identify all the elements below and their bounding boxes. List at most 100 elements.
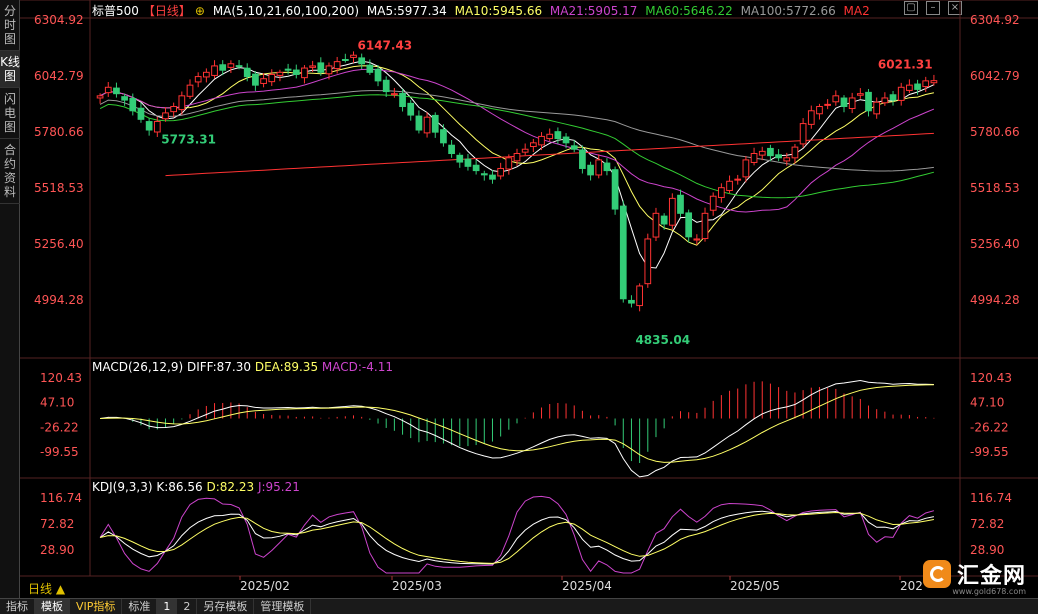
candle-body bbox=[856, 93, 864, 96]
candle-body bbox=[333, 61, 341, 70]
macd-dea-line bbox=[100, 384, 934, 463]
day-period-toggle[interactable]: 日线 ▲ bbox=[28, 582, 66, 596]
candle-body bbox=[513, 153, 521, 162]
settings-icon[interactable]: ⊕ bbox=[194, 4, 205, 18]
candle-body bbox=[636, 285, 643, 307]
side-tab-timeshare[interactable]: 分时图 bbox=[0, 0, 20, 51]
date-label: 2025/05 bbox=[730, 579, 780, 593]
price-tick-right: 5518.53 bbox=[970, 181, 1020, 195]
candle-body bbox=[472, 164, 480, 172]
window-restore-icon[interactable]: ▢ bbox=[904, 1, 918, 15]
candle-body bbox=[742, 159, 750, 178]
price-tick-left: 5256.40 bbox=[34, 237, 84, 251]
candle-body bbox=[889, 94, 897, 101]
tab-save-template[interactable]: 另存模板 bbox=[197, 599, 255, 614]
side-tab-contract[interactable]: 合约资料 bbox=[0, 139, 20, 204]
candle-body bbox=[677, 194, 684, 214]
candle-body bbox=[366, 64, 374, 73]
candle-body bbox=[202, 71, 210, 78]
bottom-toolbar: 指标 模板 VIP指标 标准 1 2 另存模板 管理模板 bbox=[0, 598, 1038, 614]
candle-body bbox=[816, 106, 823, 115]
price-tick-right: 4994.28 bbox=[970, 293, 1020, 307]
kdj-tick-left: 72.82 bbox=[40, 517, 74, 531]
ma60-line bbox=[99, 94, 935, 199]
candle-body bbox=[791, 146, 799, 159]
candle-body bbox=[219, 64, 227, 71]
candle-body bbox=[276, 71, 284, 76]
candle-body bbox=[153, 120, 161, 133]
period-label[interactable]: 【日线】 bbox=[142, 4, 191, 18]
close-icon[interactable]: × bbox=[948, 1, 962, 15]
date-label: 2025/04 bbox=[562, 579, 612, 593]
side-tab-flash[interactable]: 闪电图 bbox=[0, 88, 20, 139]
candle-body bbox=[162, 112, 169, 120]
date-label: 2025/02 bbox=[240, 579, 290, 593]
candle-body bbox=[448, 144, 455, 155]
candle-body bbox=[897, 86, 905, 101]
candle-body bbox=[709, 195, 717, 211]
ma60-value: MA60:5646.22 bbox=[645, 4, 733, 18]
candle-body bbox=[235, 65, 243, 68]
candle-body bbox=[104, 86, 112, 94]
macd-diff-line bbox=[100, 379, 934, 478]
tab-standard[interactable]: 标准 bbox=[122, 599, 158, 614]
kdj-j-line bbox=[99, 495, 935, 574]
candle-body bbox=[260, 78, 267, 84]
candle-body bbox=[587, 164, 594, 176]
price-tick-left: 6304.92 bbox=[34, 13, 84, 27]
kdj-tick-right: 116.74 bbox=[970, 491, 1012, 505]
price-tick-right: 6042.79 bbox=[970, 69, 1020, 83]
candle-body bbox=[374, 68, 382, 82]
macd-diff: DIFF:87.30 bbox=[186, 360, 252, 374]
candle-body bbox=[799, 123, 807, 145]
tab-vip-indicators[interactable]: VIP指标 bbox=[70, 599, 123, 614]
candle-body bbox=[178, 95, 186, 111]
kdj-d-line bbox=[99, 511, 934, 564]
macd-tick-right: 47.10 bbox=[970, 396, 1004, 410]
macd-tick-left: 47.10 bbox=[40, 396, 74, 410]
price-tick-left: 4994.28 bbox=[34, 293, 84, 307]
candle-body bbox=[758, 150, 766, 156]
ma21-value: MA21:5905.17 bbox=[549, 4, 638, 18]
logo-icon bbox=[922, 560, 951, 588]
candle-body bbox=[350, 54, 357, 58]
candle-body bbox=[693, 238, 701, 241]
side-tab-kline[interactable]: K线图 bbox=[0, 51, 20, 88]
kdj-k-line bbox=[99, 510, 935, 565]
ma2-value: MA2 bbox=[843, 4, 870, 18]
tab-manage-template[interactable]: 管理模板 bbox=[254, 599, 312, 614]
ma100-value: MA100:5772.66 bbox=[740, 4, 836, 18]
tab-templates[interactable]: 模板 bbox=[35, 599, 70, 614]
tab-page-2[interactable]: 2 bbox=[177, 599, 198, 614]
candle-body bbox=[718, 187, 725, 198]
price-tick-right: 6304.92 bbox=[970, 13, 1020, 27]
macd-header: MACD(26,12,9) DIFF:87.30 DEA:89.35 MACD:… bbox=[92, 360, 393, 374]
ma21-line bbox=[99, 68, 935, 213]
kdj-d: D:82.23 bbox=[206, 480, 255, 494]
candle-body bbox=[268, 73, 276, 83]
tab-indicators[interactable]: 指标 bbox=[0, 599, 35, 614]
kdj-tick-left: 28.90 bbox=[40, 543, 74, 557]
candle-body bbox=[914, 83, 921, 90]
candle-body bbox=[358, 57, 366, 65]
candle-body bbox=[399, 92, 406, 108]
candle-body bbox=[595, 159, 603, 176]
candle-body bbox=[252, 73, 259, 86]
kdj-label: KDJ(9,3,3) bbox=[92, 480, 153, 494]
candle-body bbox=[570, 145, 578, 150]
candle-body bbox=[382, 79, 390, 93]
window-min-icon[interactable]: – bbox=[926, 1, 940, 15]
kdj-tick-right: 72.82 bbox=[970, 517, 1004, 531]
candle-body bbox=[489, 174, 496, 180]
ma-label: MA(5,10,21,60,100,200) bbox=[212, 4, 360, 18]
kline-chart[interactable]: 6304.92 6304.92 6042.79 6042.79 5780.66 5780.… bbox=[20, 0, 1038, 598]
candle-body bbox=[734, 178, 742, 181]
candle-body bbox=[701, 212, 709, 240]
tab-page-1[interactable]: 1 bbox=[157, 599, 178, 614]
annotation-low: 4835.04 bbox=[635, 333, 690, 347]
candle-body bbox=[906, 84, 913, 91]
candle-body bbox=[309, 65, 316, 68]
candle-body bbox=[824, 103, 832, 106]
candle-body bbox=[243, 67, 251, 78]
date-label: 202 bbox=[900, 579, 923, 593]
